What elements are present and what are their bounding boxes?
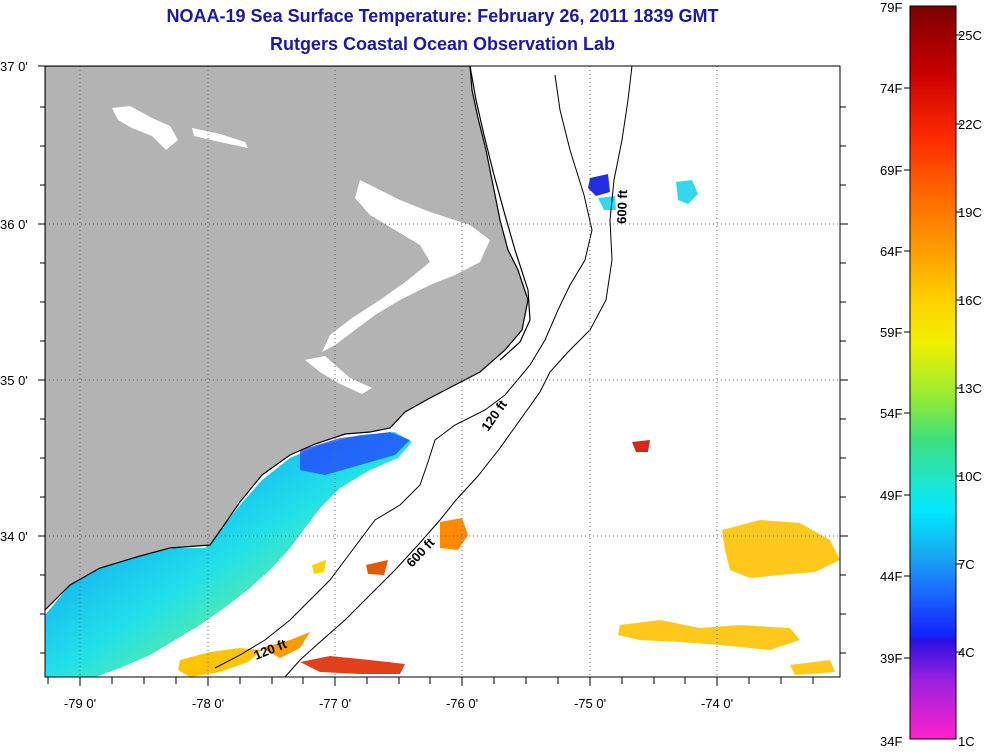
contour-label-600-north: 600 ft	[614, 189, 630, 224]
lon-label: -75 0'	[574, 696, 606, 711]
barrier-islands	[469, 66, 531, 361]
sst-patch-southeast	[722, 520, 840, 578]
map-title: NOAA-19 Sea Surface Temperature: Februar…	[166, 6, 719, 26]
graticule	[45, 66, 840, 677]
sst-patch-gulfstream-a	[440, 518, 468, 550]
contour-600ft	[284, 66, 633, 677]
land-river-south	[305, 356, 372, 394]
sst-patch-south	[618, 620, 800, 650]
sst-warm-band	[178, 648, 262, 677]
lat-label: 34 0'	[0, 529, 28, 544]
sst-patch-south-red	[300, 656, 405, 674]
land-sound-water	[322, 180, 490, 352]
sst-patch-small-yellow	[312, 560, 326, 574]
sst-patch-corner	[790, 660, 835, 675]
sst-patch-north-cyan	[676, 180, 698, 204]
lat-label: 35 0'	[0, 373, 28, 388]
lon-label: -74 0'	[701, 696, 733, 711]
map-frame	[44, 65, 841, 678]
sst-coastal-swath	[45, 432, 412, 677]
lat-label: 37 0'	[0, 59, 28, 74]
sst-warm-band-east	[262, 632, 310, 658]
lon-label: -78 0'	[192, 696, 224, 711]
lon-label: -77 0'	[319, 696, 351, 711]
land-mainland	[45, 66, 529, 611]
lon-ticks	[47, 677, 814, 686]
lon-label: -79 0'	[64, 696, 96, 711]
lat-label: 36 0'	[0, 217, 28, 232]
lat-ticks	[38, 65, 848, 654]
sst-patch-mid-red	[632, 440, 650, 452]
map-subtitle: Rutgers Coastal Ocean Observation Lab	[269, 34, 616, 54]
sst-patch-north-blue	[588, 174, 610, 196]
land-river-north	[192, 128, 248, 148]
contour-120ft	[214, 74, 593, 669]
lon-label: -76 0'	[446, 696, 478, 711]
land-lake-north	[112, 106, 178, 150]
sst-cold-nearshore	[300, 432, 410, 475]
sst-patch-gulfstream-b	[366, 560, 388, 575]
